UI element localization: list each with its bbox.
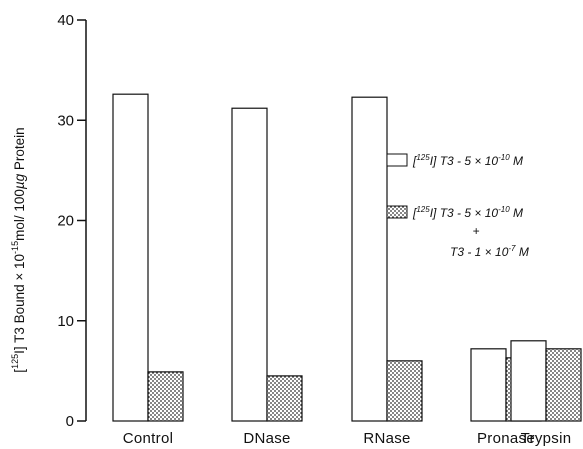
x-category-label-rnase: RNase	[363, 430, 410, 447]
legend-label-open: [125I] T3 - 5 × 10-10 M	[412, 153, 523, 168]
x-category-label-pronase: Pronase	[477, 430, 535, 447]
y-tick-label: 10	[57, 313, 74, 330]
x-category-label-control: Control	[123, 430, 173, 447]
svg-text:[125I] T3 Bound × 10-15mol/ 10: [125I] T3 Bound × 10-15mol/ 100µg Protei…	[10, 127, 27, 372]
legend-plus: +	[472, 224, 479, 238]
bar-stippled-trypsin	[545, 348, 582, 422]
legend-label-stippled-line1: [125I] T3 - 5 × 10-10 M	[412, 205, 523, 220]
bar-open-trypsin	[510, 340, 547, 422]
bar-open-pronase	[470, 348, 507, 422]
x-category-label-trypsin: Trypsin	[521, 430, 572, 447]
legend-swatch-open	[386, 153, 408, 167]
y-tick-label: 20	[57, 213, 74, 230]
y-tick-label: 30	[57, 112, 74, 129]
bar-open-control	[112, 93, 149, 422]
y-tick-label: 0	[66, 413, 74, 430]
legend-label-stippled-line2: T3 - 1 × 10-7 M	[450, 244, 529, 259]
bar-stippled-control	[147, 371, 184, 422]
y-tick-label: 40	[57, 12, 74, 29]
bar-open-rnase	[351, 96, 388, 422]
bar-stippled-dnase	[266, 375, 303, 422]
bars	[112, 93, 582, 422]
legend-swatch-stippled	[386, 205, 408, 219]
bar-open-dnase	[231, 107, 268, 422]
y-axis-label: [125I] T3 Bound × 10-15mol/ 100µg Protei…	[10, 127, 27, 372]
x-category-label-dnase: DNase	[243, 430, 290, 447]
y-axis-ticks: 0 10 20 30 40	[57, 12, 86, 430]
bar-stippled-rnase	[386, 360, 423, 422]
legend: [125I] T3 - 5 × 10-10 M [125I] T3 - 5 × …	[386, 153, 529, 259]
